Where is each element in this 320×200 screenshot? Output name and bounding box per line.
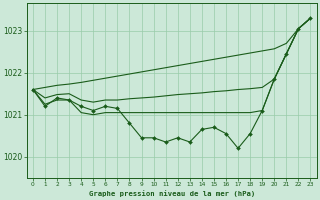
X-axis label: Graphe pression niveau de la mer (hPa): Graphe pression niveau de la mer (hPa) xyxy=(89,190,255,197)
